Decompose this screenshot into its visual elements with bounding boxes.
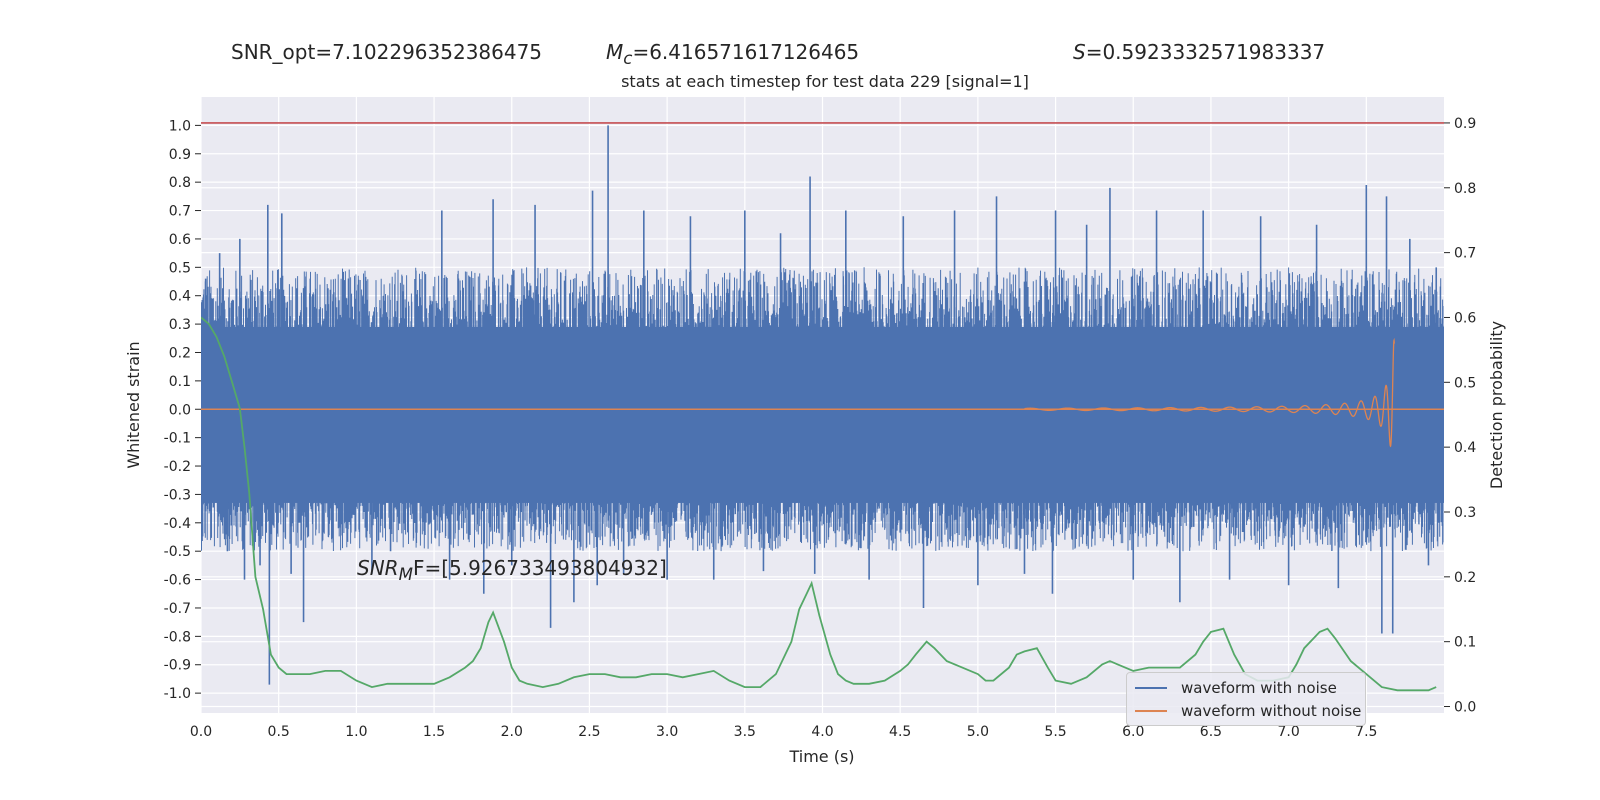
series-group — [201, 122, 1444, 692]
y-tick-label-left: 0.4 — [169, 289, 191, 305]
y-tick-label-left: -0.9 — [164, 658, 191, 674]
series-detection-probability — [201, 316, 1437, 692]
axes: 0.0 0.5 1.0 1.5 2.0 2.5 3.0 3.5 4.0 4.5 5.0 5.5 6.0 6… — [164, 116, 1477, 740]
x-tick-label: 6.5 — [1200, 724, 1222, 740]
y-tick-label-left: 0.6 — [169, 232, 191, 248]
snr-opt-label: SNR_opt=7.102296352386475 — [231, 40, 543, 64]
y-tick-label-left: -0.5 — [164, 544, 191, 560]
y-tick-label-left: 0.1 — [169, 374, 191, 390]
legend-swatch-noise — [1135, 687, 1167, 689]
s-value: =0.5923332571983337 — [1085, 40, 1326, 64]
y-tick-label-left: -1.0 — [164, 686, 191, 702]
chirp-mass-label: Mc=6.416571617126465 — [606, 40, 859, 68]
x-tick-label: 1.5 — [423, 724, 445, 740]
s-symbol: S — [1073, 40, 1086, 64]
y-axis-label-right: Detection probability — [1487, 321, 1506, 489]
legend-label-noise: waveform with noise — [1181, 679, 1337, 697]
y-tick-label-left: -0.6 — [164, 573, 191, 589]
snr-mf-prefix: SNR — [357, 556, 399, 580]
x-tick-label: 4.5 — [889, 724, 911, 740]
x-tick-label: 7.5 — [1355, 724, 1377, 740]
x-tick-label: 2.0 — [501, 724, 523, 740]
legend-entry-clean: waveform without noise — [1135, 701, 1361, 721]
y-tick-label-right: 0.2 — [1454, 570, 1476, 586]
x-axis-label: Time (s) — [788, 747, 854, 766]
y-tick-label-left: -0.7 — [164, 601, 191, 617]
y-tick-label-right: 0.4 — [1454, 440, 1476, 456]
y-tick-label-left: -0.4 — [164, 516, 191, 532]
y-tick-label-right: 0.7 — [1454, 246, 1476, 262]
y-tick-label-left: 0.5 — [169, 260, 191, 276]
y-tick-label-left: 0.3 — [169, 317, 191, 333]
y-tick-label-left: 0.0 — [169, 402, 191, 418]
y-tick-label-right: 0.9 — [1454, 116, 1476, 132]
legend-label-clean: waveform without noise — [1181, 702, 1362, 720]
chart-title: stats at each timestep for test data 229… — [621, 72, 1029, 91]
x-tick-label: 7.0 — [1277, 724, 1299, 740]
y-tick-label-right: 0.6 — [1454, 310, 1476, 326]
noise-band — [201, 326, 1444, 503]
y-tick-label-left: 0.7 — [169, 204, 191, 220]
y-tick-label-left: 0.8 — [169, 175, 191, 191]
y-tick-label-right: 0.8 — [1454, 181, 1476, 197]
y-axis-label-left: Whitened strain — [124, 341, 143, 468]
snr-mf-value: F=[5.926733493804932] — [412, 556, 667, 580]
chirp-mass-value: =6.416571617126465 — [632, 40, 860, 64]
y-tick-label-right: 0.3 — [1454, 505, 1476, 521]
x-tick-label: 5.5 — [1044, 724, 1066, 740]
x-tick-label: 4.0 — [811, 724, 833, 740]
y-tick-label-left: 0.9 — [169, 147, 191, 163]
legend-swatch-clean — [1135, 710, 1167, 712]
y-tick-label-right: 0.0 — [1454, 700, 1476, 716]
chirp-mass-subscript: c — [623, 49, 633, 68]
chirp-mass-symbol: M — [606, 40, 624, 64]
y-tick-label-left: -0.8 — [164, 629, 191, 645]
x-tick-label: 6.0 — [1122, 724, 1144, 740]
y-tick-label-right: 0.1 — [1454, 635, 1476, 651]
legend: waveform with noise waveform without noi… — [1126, 672, 1366, 726]
legend-entry-noise: waveform with noise — [1135, 678, 1337, 698]
y-tick-label-left: 0.2 — [169, 345, 191, 361]
y-tick-label-left: 1.0 — [169, 118, 191, 134]
y-tick-label-left: -0.3 — [164, 487, 191, 503]
x-tick-label: 1.0 — [345, 724, 367, 740]
x-tick-label: 3.5 — [734, 724, 756, 740]
y-tick-label-left: -0.1 — [164, 431, 191, 447]
series-waveform-without-noise-chirp — [1024, 337, 1395, 448]
x-tick-label: 2.5 — [578, 724, 600, 740]
x-tick-label: 5.0 — [967, 724, 989, 740]
y-tick-label-right: 0.5 — [1454, 375, 1476, 391]
x-tick-label: 3.0 — [656, 724, 678, 740]
y-tick-label-left: -0.2 — [164, 459, 191, 475]
x-tick-label: 0.5 — [268, 724, 290, 740]
x-tick-label: 0.0 — [190, 724, 212, 740]
s-label: S=0.5923332571983337 — [1073, 40, 1325, 64]
snr-mf-annotation: SNRMF=[5.926733493804932] — [357, 556, 667, 584]
snr-mf-subscript: M — [398, 565, 413, 584]
